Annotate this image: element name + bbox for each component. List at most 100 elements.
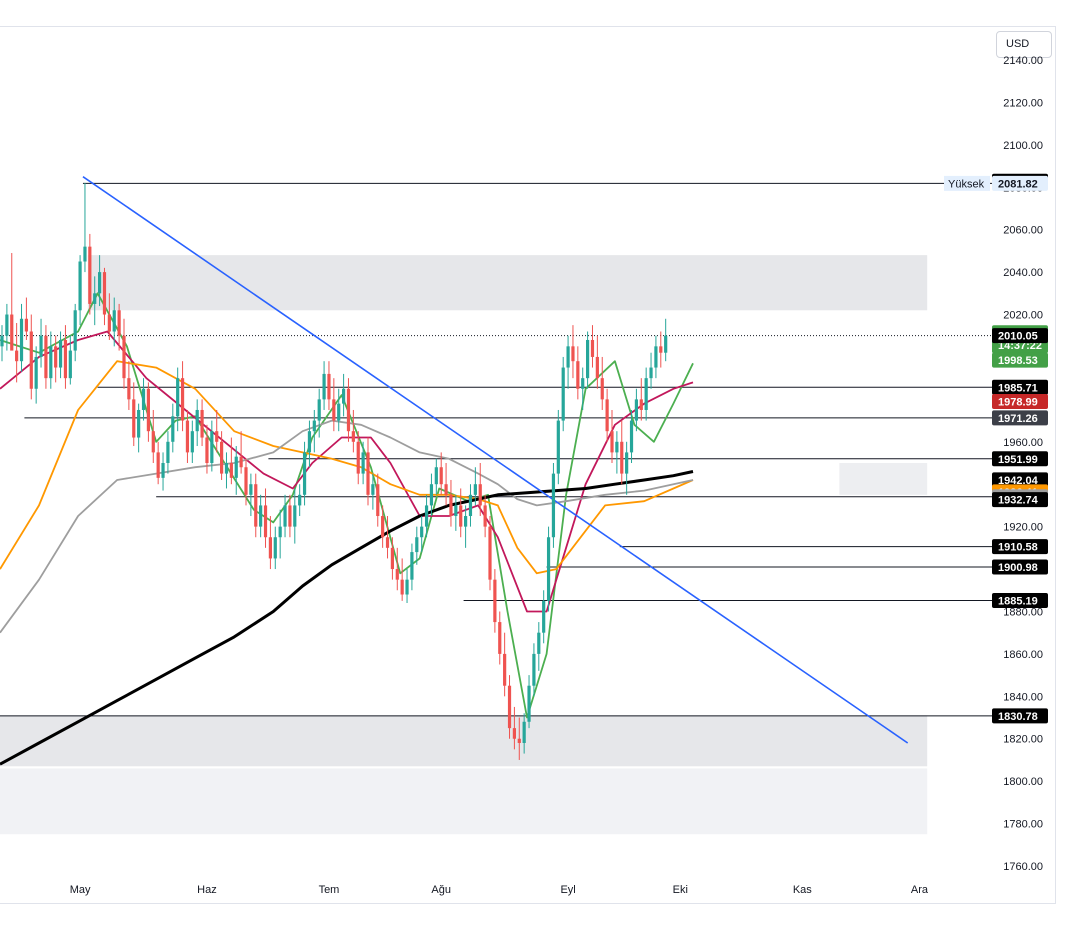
candle [327,361,331,410]
candle [400,558,404,601]
candle-body [317,399,321,421]
candle-body [664,335,668,353]
candle [180,361,185,432]
candle-body [346,388,351,432]
candle [283,494,287,538]
candle-body [483,505,487,527]
candle-body [220,441,224,474]
price-badge-bg [992,379,1048,395]
candle [498,611,502,665]
candle [171,403,175,453]
candle-body [659,346,663,353]
candle [586,331,590,389]
candle [371,473,375,510]
price-badge-bg [992,410,1048,426]
candle-body [410,552,414,580]
candle [254,473,258,538]
candle [381,505,385,548]
candle [639,378,643,421]
candle-body [58,339,63,368]
candle-body [29,331,33,389]
candle-body [493,579,497,623]
price-badge: 1942.04 [992,472,1048,488]
candle [444,463,448,506]
candle-body [385,537,390,548]
candle-body [561,367,565,421]
candle [156,441,160,485]
candle [654,335,658,379]
y-tick-label: 2120.00 [1003,97,1043,109]
candle-body [488,526,492,580]
candle-body [5,314,9,336]
y-tick-label: 1780.00 [1003,819,1043,831]
candle-body [200,409,204,438]
candle [288,494,292,538]
candle [298,484,302,517]
candle-body [434,467,438,485]
candle [58,331,63,379]
candle-body [429,484,434,506]
candle [44,325,48,389]
candle-body [478,484,482,506]
candle [220,431,224,480]
candle-body [532,653,536,686]
candle-body [581,378,585,389]
price-badge: 1830.78 [992,708,1048,724]
candle [561,356,565,432]
candle-body [654,346,658,368]
candle-body [44,335,48,379]
candle-body [595,356,599,379]
candle-body [400,579,404,595]
candle-body [293,505,297,527]
candle-body [571,346,575,362]
price-badge-bg [992,328,1048,344]
candle [234,446,238,495]
candle [73,303,77,362]
price-badge: 1985.71 [992,379,1048,395]
candle-body [542,600,546,633]
candle [49,331,53,389]
candle-body [322,373,326,400]
y-tick-label: 2040.00 [1003,267,1043,279]
candle-body [15,350,19,362]
candle-body [137,409,141,438]
candle-body [546,537,551,601]
x-tick-label: May [70,884,91,896]
candle [542,590,546,644]
y-tick-label: 1860.00 [1003,649,1043,661]
candle-body [332,399,336,421]
candle [424,494,429,538]
candle [595,335,599,389]
price-badge-label: 2081.82 [998,178,1038,190]
y-tick-label: 2140.00 [1003,55,1043,67]
candle [151,409,155,463]
candle-body [337,403,341,421]
high-tag-label: Yüksek [948,178,985,190]
candle [605,388,609,442]
candle [468,484,473,527]
zone-box [0,715,928,767]
candle-body [381,516,385,538]
candle-body [54,346,58,368]
currency-button[interactable]: USD [996,31,1052,58]
price-badge: 2010.05 [992,328,1048,344]
candle [615,431,619,474]
candle [532,643,536,697]
candle [190,420,194,463]
candle-body [498,622,502,654]
candle [24,297,28,340]
price-badge-bg [992,451,1048,467]
y-tick-label: 2060.00 [1003,225,1043,237]
candle [302,441,307,506]
moving-average-line [0,360,694,575]
x-tick-label: Kas [793,884,812,896]
candle [581,367,585,410]
candle [415,526,419,565]
candle-body [527,685,531,722]
price-badge-bg [992,472,1048,488]
candle [200,399,204,447]
price-badge: 1900.98 [992,559,1048,575]
candle-body [342,388,346,404]
y-tick-label: 1760.00 [1003,861,1043,873]
